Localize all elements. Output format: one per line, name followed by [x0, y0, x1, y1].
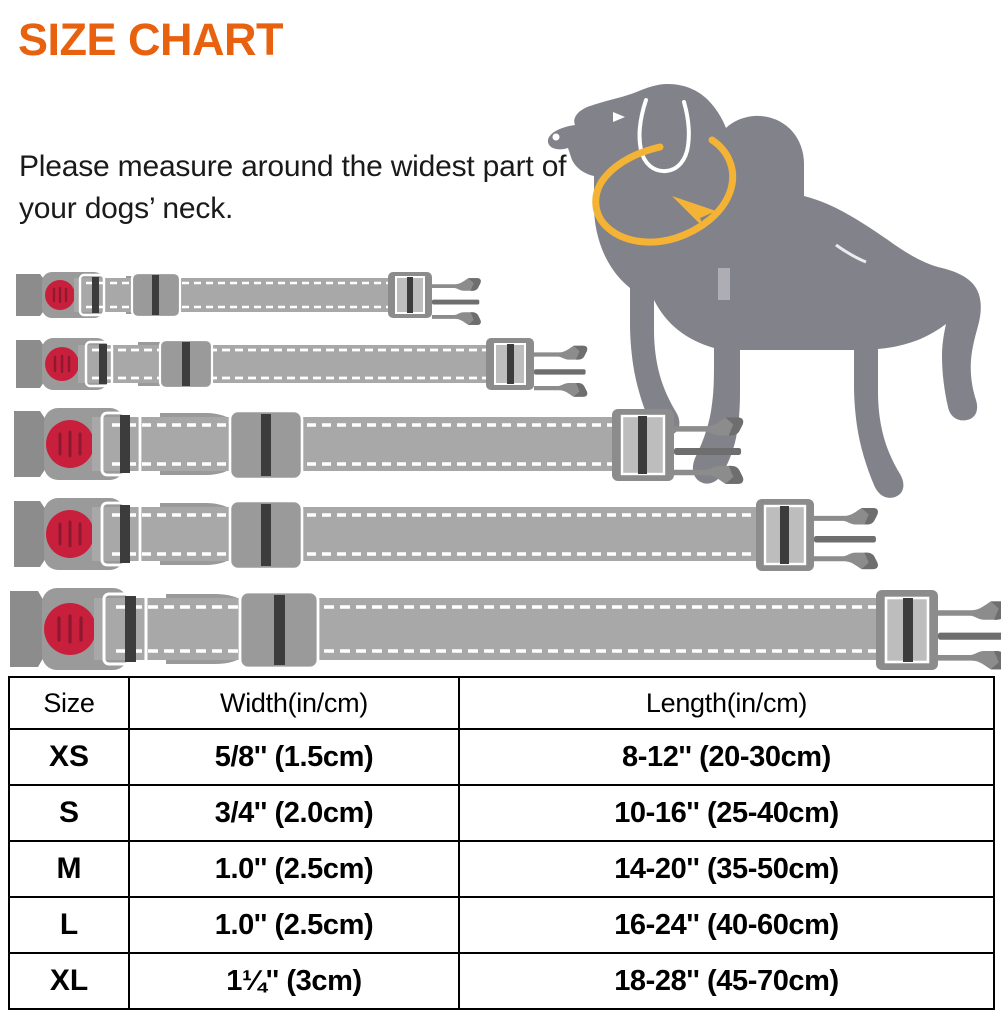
- cell-length: 16-24'' (40-60cm): [458, 896, 995, 954]
- size-table: Size Width(in/cm) Length(in/cm) XS 5/8''…: [8, 676, 995, 1010]
- cell-width: 1¼'' (3cm): [128, 952, 460, 1010]
- cell-size: XL: [8, 952, 130, 1010]
- dog-illustration: [547, 84, 981, 498]
- dog-nose-icon: [552, 133, 560, 141]
- column-header-size: Size: [8, 676, 130, 730]
- release-button-icon: [45, 347, 79, 381]
- column-header-length: Length(in/cm): [458, 676, 995, 730]
- cell-length: 18-28'' (45-70cm): [458, 952, 995, 1010]
- loop-arrowhead: [672, 196, 716, 228]
- cell-width: 3/4'' (2.0cm): [128, 784, 460, 842]
- release-button-icon: [45, 280, 75, 310]
- measure-instruction: Please measure around the widest part of…: [19, 150, 567, 225]
- cell-length: 14-20'' (35-50cm): [458, 840, 995, 898]
- collar-xl: [10, 588, 1001, 670]
- table-row: M 1.0'' (2.5cm) 14-20'' (35-50cm): [8, 840, 995, 898]
- table-row: S 3/4'' (2.0cm) 10-16'' (25-40cm): [8, 784, 995, 842]
- strap-webbing: [94, 598, 924, 660]
- cell-width: 1.0'' (2.5cm): [128, 896, 460, 954]
- table-row: XL 1¼'' (3cm) 18-28'' (45-70cm): [8, 952, 995, 1010]
- release-button-icon: [46, 510, 94, 558]
- release-button-icon: [44, 603, 96, 655]
- cell-size: L: [8, 896, 130, 954]
- strap-webbing: [92, 507, 792, 561]
- collar-s: [16, 338, 588, 397]
- table-row: XS 5/8'' (1.5cm) 8-12'' (20-30cm): [8, 728, 995, 786]
- cell-length: 10-16'' (25-40cm): [458, 784, 995, 842]
- dog-eye-icon: [613, 112, 625, 122]
- collar-xs: [16, 271, 481, 325]
- cell-width: 5/8'' (1.5cm): [128, 728, 460, 786]
- collar-l: [14, 498, 878, 571]
- table-row: L 1.0'' (2.5cm) 16-24'' (40-60cm): [8, 896, 995, 954]
- dog-ear: [637, 98, 691, 174]
- cell-size: S: [8, 784, 130, 842]
- cell-size: XS: [8, 728, 130, 786]
- collar-m: [14, 408, 744, 484]
- release-button-icon: [46, 420, 94, 468]
- column-header-width: Width(in/cm): [128, 676, 460, 730]
- loop-path: [592, 136, 737, 246]
- cell-length: 8-12'' (20-30cm): [458, 728, 995, 786]
- strap-webbing: [92, 417, 652, 471]
- neck-measurement-loop: [592, 136, 737, 246]
- page-title: SIZE CHART: [18, 14, 284, 65]
- cell-width: 1.0'' (2.5cm): [128, 840, 460, 898]
- cell-size: M: [8, 840, 130, 898]
- strap-webbing: [74, 278, 414, 312]
- table-header-row: Size Width(in/cm) Length(in/cm): [8, 676, 995, 730]
- strap-webbing: [78, 345, 498, 383]
- dog-body: [573, 84, 981, 498]
